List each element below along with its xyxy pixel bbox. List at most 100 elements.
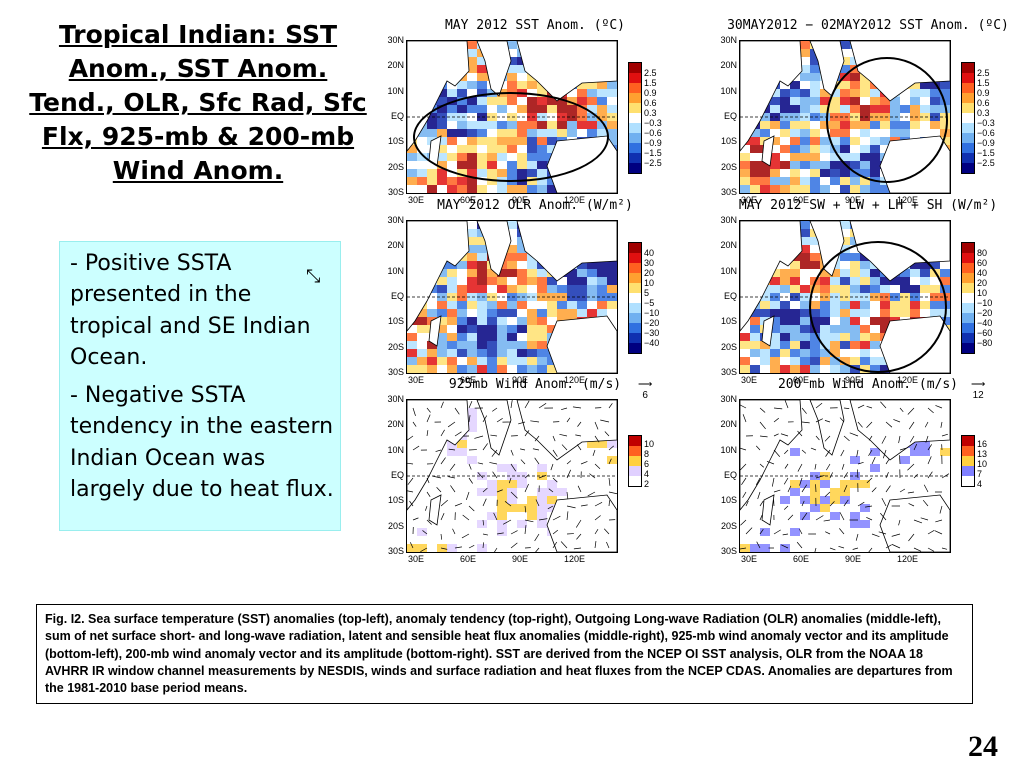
field-cell bbox=[517, 488, 527, 496]
colorbar-label: 1.5 bbox=[644, 78, 657, 88]
wind-vector bbox=[824, 491, 831, 498]
field-cell bbox=[457, 440, 467, 448]
field-cell bbox=[940, 121, 950, 129]
field-cell bbox=[477, 440, 487, 448]
field-cell bbox=[537, 153, 547, 161]
field-cell bbox=[900, 121, 910, 129]
field-cell bbox=[860, 301, 870, 309]
wind-vector bbox=[606, 541, 610, 549]
field-cell bbox=[900, 105, 910, 113]
field-cell bbox=[870, 121, 880, 129]
field-cell bbox=[860, 97, 870, 105]
field-cell bbox=[497, 121, 507, 129]
lat-tick-label: 20N bbox=[387, 240, 404, 251]
field-cell bbox=[447, 309, 457, 317]
colorbar-label: −80 bbox=[977, 338, 993, 348]
field-cell bbox=[477, 277, 487, 285]
colorbar-label: −10 bbox=[644, 308, 660, 318]
reference-vector: ⟶ 12 bbox=[971, 379, 985, 401]
field-cell bbox=[870, 277, 880, 285]
field-cell bbox=[537, 317, 547, 325]
panel-title: 30MAY2012 − 02MAY2012 SST Anom. (ºC) bbox=[727, 18, 1009, 33]
wind-vector bbox=[759, 421, 766, 430]
colorbar-swatch bbox=[629, 73, 641, 83]
field-cell bbox=[740, 325, 750, 333]
field-cell bbox=[437, 153, 447, 161]
field-cell bbox=[820, 317, 830, 325]
field-cell bbox=[920, 480, 930, 488]
wind-vector bbox=[474, 435, 484, 439]
field-cell bbox=[567, 121, 577, 129]
field-cell bbox=[870, 520, 880, 528]
lon-tick-label: 120E bbox=[897, 554, 919, 564]
wind-vector bbox=[857, 469, 859, 479]
field-cell bbox=[850, 301, 860, 309]
lon-tick-label: 60E bbox=[460, 195, 477, 205]
wind-vector bbox=[839, 417, 845, 423]
field-cell bbox=[770, 536, 780, 544]
field-cell bbox=[780, 357, 790, 365]
field-cell bbox=[547, 137, 557, 145]
colorbar-label: 13 bbox=[977, 449, 988, 459]
field-cell bbox=[860, 137, 870, 145]
field-cell bbox=[760, 169, 770, 177]
field-cell bbox=[840, 400, 850, 408]
field-cell bbox=[437, 301, 447, 309]
field-cell bbox=[517, 424, 527, 432]
lon-tick-label: 90E bbox=[512, 195, 529, 205]
field-cell bbox=[750, 341, 760, 349]
colorbar-swatch bbox=[962, 303, 974, 313]
field-cell bbox=[910, 285, 920, 293]
field-cell bbox=[577, 89, 587, 97]
wind-vector bbox=[907, 463, 915, 471]
field-cell bbox=[820, 105, 830, 113]
colorbar-swatch bbox=[629, 143, 641, 153]
lat-tick-label: 30S bbox=[720, 367, 737, 377]
field-cell bbox=[517, 365, 527, 373]
panel-sst-tend: 30MAY2012 − 02MAY2012 SST Anom. (ºC) 30N 2… bbox=[703, 18, 1024, 205]
field-cell bbox=[577, 81, 587, 89]
wind-vector bbox=[524, 519, 534, 523]
wind-vector bbox=[866, 421, 873, 429]
field-cell bbox=[760, 177, 770, 185]
field-cell bbox=[910, 121, 920, 129]
field-cell bbox=[537, 161, 547, 169]
wind-vector bbox=[825, 531, 831, 535]
field-cell bbox=[497, 456, 507, 464]
field-cell bbox=[840, 357, 850, 365]
field-cell bbox=[780, 544, 790, 552]
field-cell bbox=[527, 333, 537, 341]
slide-title: Tropical Indian: SST Anom., SST Anom. Te… bbox=[29, 20, 367, 185]
field-cell bbox=[770, 153, 780, 161]
field-cell bbox=[507, 229, 517, 237]
field-cell bbox=[790, 169, 800, 177]
field-cell bbox=[800, 153, 810, 161]
colorbar-swatch bbox=[962, 133, 974, 143]
wind-vector bbox=[907, 407, 915, 415]
field-cell bbox=[800, 121, 810, 129]
colorbar bbox=[628, 242, 642, 354]
field-cell bbox=[437, 97, 447, 105]
wind-vector bbox=[482, 487, 488, 493]
field-cell bbox=[830, 129, 840, 137]
field-cell bbox=[870, 341, 880, 349]
field-cell bbox=[587, 464, 597, 472]
land-outline bbox=[761, 315, 775, 347]
wind-vector bbox=[857, 404, 865, 409]
field-cell bbox=[587, 440, 597, 448]
field-cell bbox=[467, 185, 477, 193]
wind-vector bbox=[504, 501, 512, 507]
lat-tick-label: 30N bbox=[387, 215, 404, 225]
wind-vector bbox=[913, 473, 918, 479]
field-cell bbox=[780, 97, 790, 105]
wind-vector bbox=[494, 547, 498, 552]
field-cell bbox=[880, 365, 890, 373]
field-cell bbox=[587, 97, 597, 105]
field-cell bbox=[780, 81, 790, 89]
field-cell bbox=[940, 97, 950, 105]
map-plot bbox=[406, 220, 618, 374]
field-cell bbox=[507, 488, 517, 496]
land-outline bbox=[879, 135, 950, 193]
field-cell bbox=[840, 512, 850, 520]
field-cell bbox=[527, 277, 537, 285]
